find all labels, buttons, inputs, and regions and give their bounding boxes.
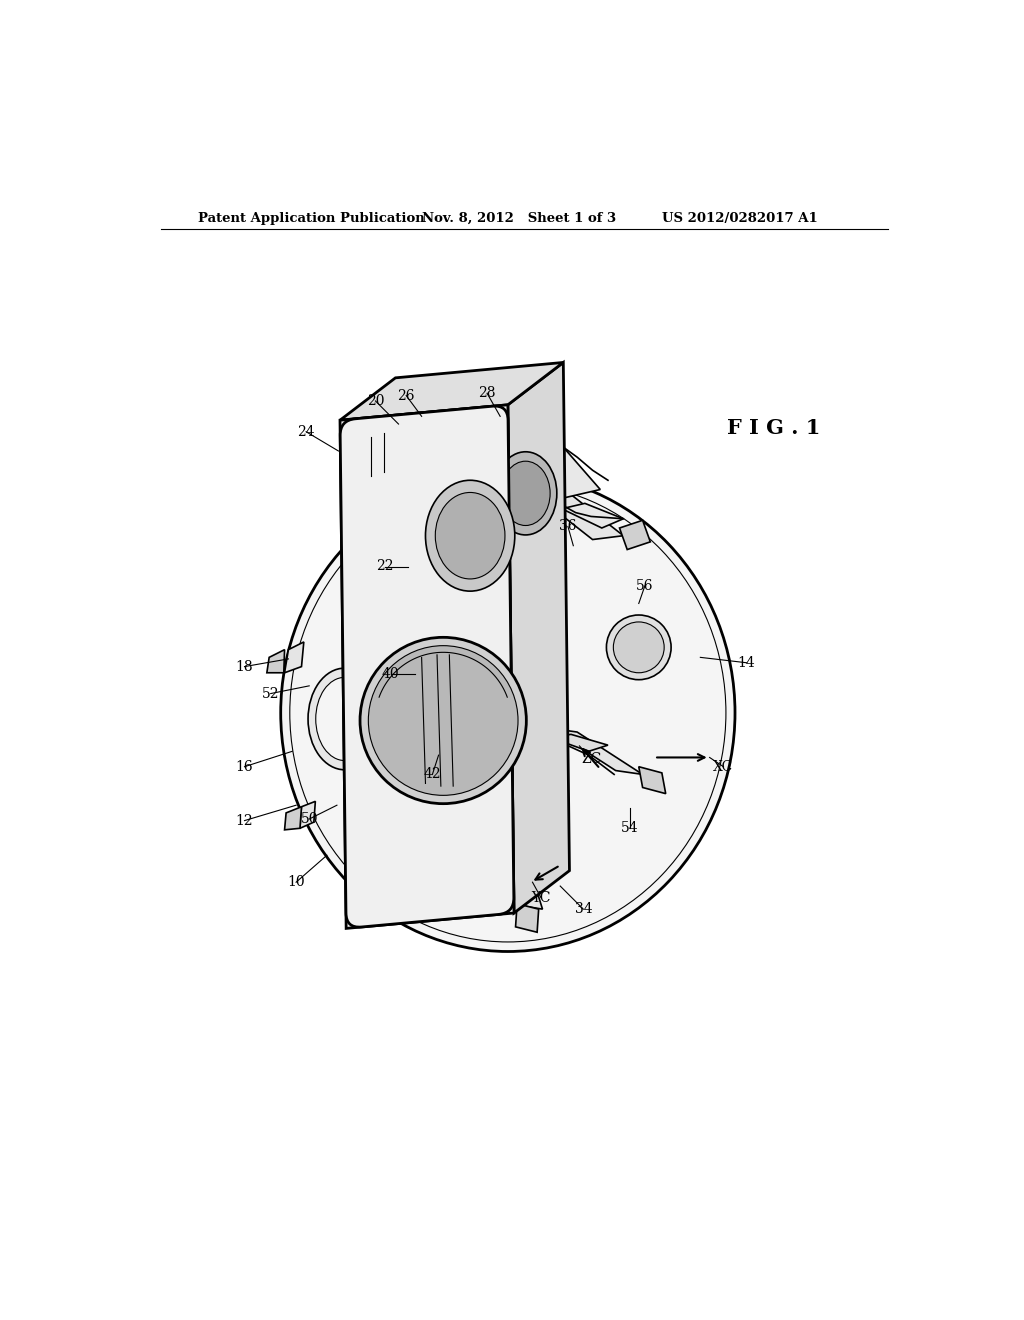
Text: 24: 24 xyxy=(297,425,315,438)
Text: Patent Application Publication: Patent Application Publication xyxy=(199,213,425,224)
Circle shape xyxy=(369,645,518,796)
Polygon shape xyxy=(340,405,514,928)
PathPatch shape xyxy=(340,407,514,927)
Polygon shape xyxy=(300,801,315,829)
Polygon shape xyxy=(639,767,666,793)
Polygon shape xyxy=(508,363,569,913)
Text: 12: 12 xyxy=(236,813,253,828)
Polygon shape xyxy=(620,520,650,549)
Text: 22: 22 xyxy=(376,560,393,573)
Text: 54: 54 xyxy=(621,821,638,836)
Text: 10: 10 xyxy=(288,875,305,890)
Text: 50: 50 xyxy=(300,812,317,826)
Text: 26: 26 xyxy=(397,388,415,403)
Polygon shape xyxy=(562,503,624,528)
Text: 14: 14 xyxy=(737,656,756,669)
Polygon shape xyxy=(550,729,643,775)
Text: YC: YC xyxy=(531,891,551,904)
Ellipse shape xyxy=(281,474,735,952)
Polygon shape xyxy=(267,649,285,673)
Polygon shape xyxy=(357,374,552,437)
Polygon shape xyxy=(550,734,608,751)
Text: 16: 16 xyxy=(236,760,253,774)
Text: F I G . 1: F I G . 1 xyxy=(727,418,820,438)
Circle shape xyxy=(360,638,526,804)
Text: 36: 36 xyxy=(559,520,577,533)
Ellipse shape xyxy=(501,461,550,525)
Ellipse shape xyxy=(425,480,515,591)
Text: 28: 28 xyxy=(478,387,496,400)
Ellipse shape xyxy=(435,492,505,579)
Ellipse shape xyxy=(308,668,381,770)
Circle shape xyxy=(606,615,671,680)
Polygon shape xyxy=(340,363,563,420)
Polygon shape xyxy=(515,904,539,932)
Text: 40: 40 xyxy=(382,668,399,681)
Polygon shape xyxy=(285,807,301,830)
Polygon shape xyxy=(285,642,304,673)
Text: 18: 18 xyxy=(236,660,253,673)
Text: ZC: ZC xyxy=(581,752,601,766)
Polygon shape xyxy=(519,447,600,499)
Ellipse shape xyxy=(495,451,557,535)
Text: US 2012/0282017 A1: US 2012/0282017 A1 xyxy=(662,213,817,224)
Circle shape xyxy=(613,622,665,673)
Ellipse shape xyxy=(315,677,374,760)
Text: XC: XC xyxy=(714,760,733,774)
Text: 34: 34 xyxy=(574,902,592,916)
Text: 56: 56 xyxy=(636,578,653,593)
Text: Nov. 8, 2012   Sheet 1 of 3: Nov. 8, 2012 Sheet 1 of 3 xyxy=(422,213,615,224)
Polygon shape xyxy=(500,843,543,909)
Text: 20: 20 xyxy=(367,393,384,408)
Polygon shape xyxy=(539,494,624,540)
Text: 52: 52 xyxy=(262,686,280,701)
Text: 42: 42 xyxy=(424,767,441,781)
